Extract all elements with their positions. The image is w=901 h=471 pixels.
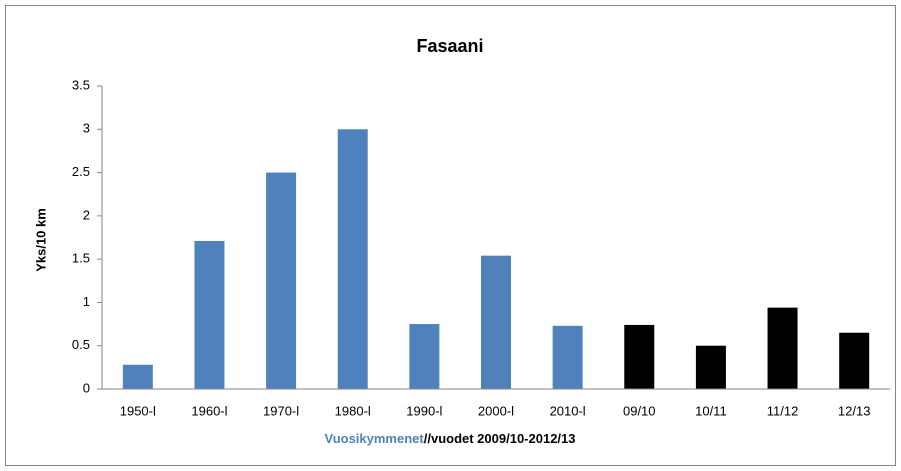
y-tick-label: 3 — [83, 121, 90, 136]
x-axis-label-part: //vuodet 2009/10-2012/13 — [424, 431, 576, 446]
y-tick-label: 2 — [83, 207, 90, 222]
x-tick-label: 1960-l — [191, 403, 227, 418]
bar — [839, 332, 870, 389]
x-tick-label: 11/12 — [767, 403, 799, 418]
bar — [409, 324, 440, 389]
y-tick-label: 1.5 — [72, 251, 90, 266]
y-axis-label: Yks/10 km — [33, 208, 48, 272]
bar — [481, 255, 511, 389]
chart-title: Fasaani — [416, 36, 483, 56]
bar — [194, 240, 225, 389]
x-axis-label: Vuosikymmenet//vuodet 2009/10-2012/13 — [325, 431, 576, 446]
x-tick-label: 1980-l — [335, 403, 371, 418]
y-tick-label: 0.5 — [72, 337, 90, 352]
y-tick-label: 1 — [83, 294, 90, 309]
x-tick-label: 1990-l — [406, 403, 442, 418]
y-tick-label: 3.5 — [72, 77, 90, 92]
x-axis-label-part: Vuosikymmenet — [325, 431, 425, 446]
y-tick-label: 0 — [83, 380, 90, 395]
x-tick-label: 1950-l — [120, 403, 156, 418]
bar — [767, 307, 798, 389]
bar — [624, 324, 655, 389]
bar — [266, 172, 297, 389]
bar — [337, 129, 368, 390]
bar — [552, 325, 583, 389]
x-tick-label: 09/10 — [623, 403, 656, 418]
chart-frame — [5, 5, 896, 466]
x-tick-label: 2000-l — [478, 403, 514, 418]
x-tick-label: 10/11 — [695, 403, 727, 418]
bar — [122, 364, 153, 389]
x-tick-label: 2010-l — [550, 403, 586, 418]
y-tick-label: 2.5 — [72, 164, 90, 179]
x-tick-label: 12/13 — [838, 403, 871, 418]
bar — [695, 345, 726, 389]
x-tick-label: 1970-l — [263, 403, 299, 418]
